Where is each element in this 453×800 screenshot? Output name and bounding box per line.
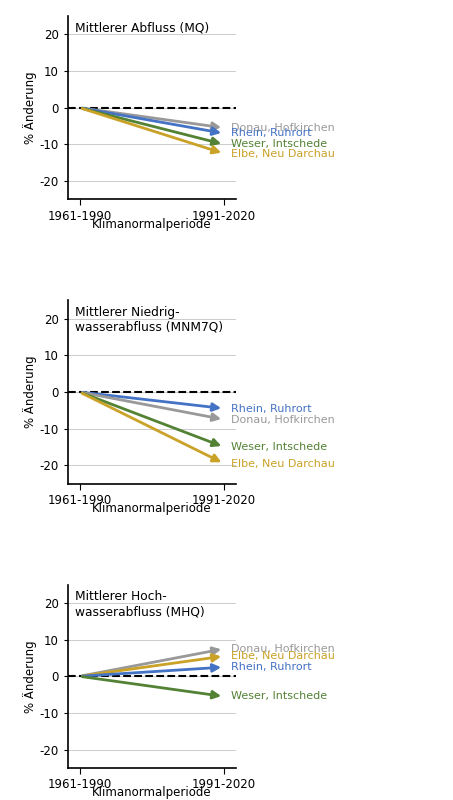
Text: Donau, Hofkirchen: Donau, Hofkirchen [231, 414, 335, 425]
Text: Mittlerer Abfluss (MQ): Mittlerer Abfluss (MQ) [75, 22, 209, 34]
Text: Rhein, Ruhrort: Rhein, Ruhrort [231, 403, 311, 414]
Text: Klimanormalperiode: Klimanormalperiode [92, 786, 212, 799]
Text: Weser, Intschede: Weser, Intschede [231, 442, 327, 452]
Text: Mittlerer Hoch-
wasserabfluss (MHQ): Mittlerer Hoch- wasserabfluss (MHQ) [75, 590, 204, 618]
Text: Donau, Hofkirchen: Donau, Hofkirchen [231, 123, 335, 133]
Text: Donau, Hofkirchen: Donau, Hofkirchen [231, 644, 335, 654]
Y-axis label: % Änderung: % Änderung [23, 640, 37, 713]
Y-axis label: % Änderung: % Änderung [23, 356, 37, 428]
Text: Klimanormalperiode: Klimanormalperiode [92, 502, 212, 515]
Text: Klimanormalperiode: Klimanormalperiode [92, 218, 212, 230]
Text: Mittlerer Niedrig-
wasserabfluss (MNM7Q): Mittlerer Niedrig- wasserabfluss (MNM7Q) [75, 306, 223, 334]
Text: Elbe, Neu Darchau: Elbe, Neu Darchau [231, 651, 335, 661]
Text: Rhein, Ruhrort: Rhein, Ruhrort [231, 128, 311, 138]
Text: Elbe, Neu Darchau: Elbe, Neu Darchau [231, 149, 335, 158]
Y-axis label: % Änderung: % Änderung [23, 71, 37, 144]
Text: Rhein, Ruhrort: Rhein, Ruhrort [231, 662, 311, 672]
Text: Weser, Intschede: Weser, Intschede [231, 139, 327, 150]
Text: Weser, Intschede: Weser, Intschede [231, 691, 327, 702]
Text: Elbe, Neu Darchau: Elbe, Neu Darchau [231, 458, 335, 469]
